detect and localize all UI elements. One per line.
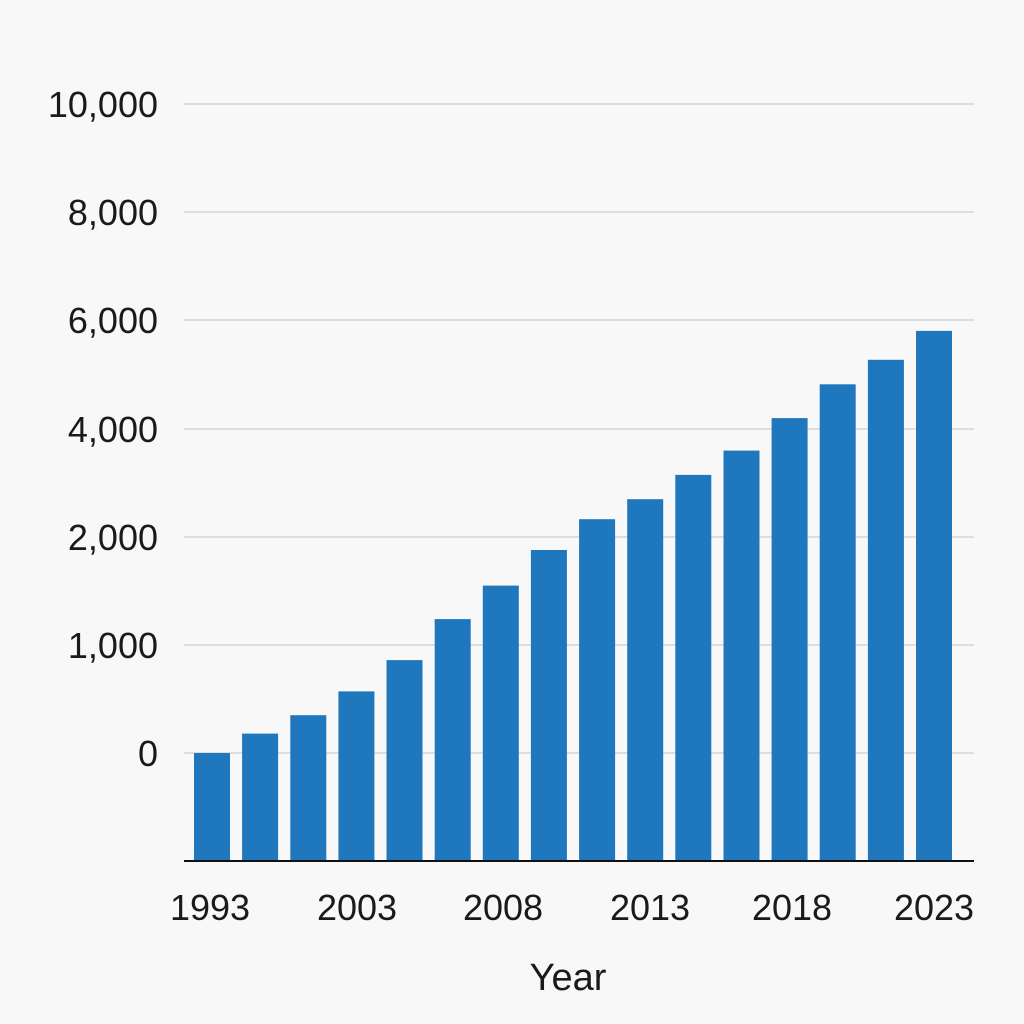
x-tick-label: 2018 [752, 887, 832, 928]
y-tick-label: 8,000 [68, 192, 158, 233]
bar-2011 [627, 499, 664, 861]
bar-2009 [579, 519, 616, 861]
bar-2015 [723, 450, 760, 861]
bar-2005 [482, 585, 519, 861]
bar-2007 [530, 550, 567, 861]
bar-2023 [916, 330, 952, 861]
bar-2013 [675, 474, 712, 861]
x-tick-label: 2013 [610, 887, 690, 928]
bar-2003 [434, 619, 471, 861]
bar-1993 [194, 753, 230, 861]
x-axis-tick-labels: 1993 2003 2008 2013 2018 2023 [170, 887, 974, 928]
bars [194, 330, 952, 861]
bar-1995 [242, 733, 279, 861]
y-tick-label: 4,000 [68, 409, 158, 450]
bar-2017 [771, 418, 808, 861]
x-tick-label: 2003 [317, 887, 397, 928]
bar-2001 [386, 660, 423, 861]
y-tick-label: 6,000 [68, 300, 158, 341]
bar-1999 [338, 691, 375, 861]
x-axis-title: Year [530, 957, 607, 999]
y-tick-label: 10,000 [48, 84, 158, 125]
bar-2021 [867, 359, 904, 861]
y-tick-label: 0 [138, 733, 158, 774]
y-tick-label: 1,000 [68, 625, 158, 666]
y-tick-label: 2,000 [68, 517, 158, 558]
x-tick-label: 2023 [894, 887, 974, 928]
bar-2019 [819, 384, 856, 861]
x-tick-label: 2008 [463, 887, 543, 928]
y-axis-tick-labels: 0 1,000 2,000 4,000 6,000 8,000 10,000 [48, 84, 158, 774]
x-tick-label: 1993 [170, 887, 250, 928]
bar-1997 [290, 715, 327, 861]
